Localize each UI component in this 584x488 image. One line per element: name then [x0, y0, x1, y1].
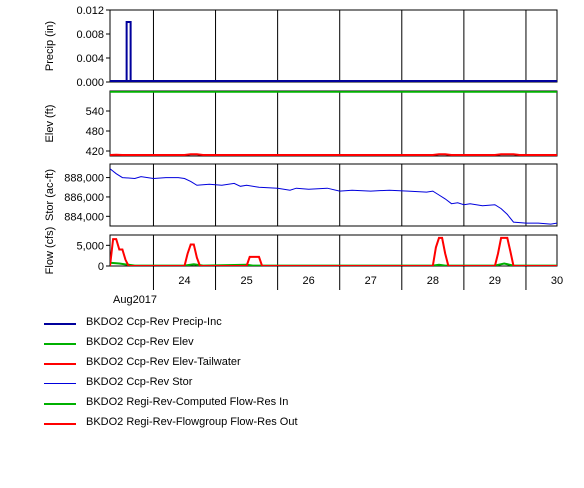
- x-tick-label: 27: [365, 275, 377, 287]
- x-tick-label: 28: [427, 275, 439, 287]
- legend-label: BKDO2 Regi-Rev-Computed Flow-Res In: [86, 396, 289, 408]
- panel-frame: [109, 9, 558, 83]
- y-tick-label: 886,000: [64, 192, 104, 204]
- y-tick-label: 888,000: [64, 173, 104, 185]
- legend-swatch: [44, 383, 76, 384]
- legend-swatch: [44, 363, 76, 365]
- y-tick-label: 0.012: [76, 5, 104, 17]
- legend-label: BKDO2 Ccp-Rev Stor: [86, 376, 193, 388]
- panel-frame: [109, 90, 558, 157]
- series-line-2: [110, 153, 557, 156]
- panel-frame: [109, 234, 558, 267]
- legend-swatch: [44, 323, 76, 325]
- x-tick-label: 25: [240, 275, 252, 287]
- panel-2: 420 480 540 Elev (ft): [44, 90, 558, 158]
- legend-swatch: [44, 403, 76, 405]
- panel-3: 884,000 886,000 888,000 Stor (ac-ft): [44, 163, 558, 227]
- y-tick-label: 480: [86, 126, 104, 138]
- y-tick-label: 540: [86, 106, 104, 118]
- legend-swatch: [44, 423, 76, 425]
- panel-frame: [109, 163, 558, 227]
- x-tick-label: 26: [303, 275, 315, 287]
- y-tick-label: 0.000: [76, 77, 104, 89]
- y-tick-label: 0.004: [76, 53, 104, 65]
- y-axis-label: Flow (cfs): [44, 227, 56, 275]
- series-line-2: [110, 236, 557, 266]
- x-tick-label: 24: [178, 275, 190, 287]
- legend-label: BKDO2 Ccp-Rev Elev-Tailwater: [86, 356, 241, 368]
- y-tick-label: 884,000: [64, 211, 104, 223]
- y-tick-label: 5,000: [76, 240, 104, 252]
- hydrograph-chart: 0.000 0.004 0.008 0.012 Precip (in) 420 480 540…: [44, 5, 563, 306]
- series-line-1: [110, 168, 557, 225]
- x-tick-label: 29: [489, 275, 501, 287]
- precip-bar: [125, 21, 132, 82]
- legend-swatch: [44, 343, 76, 345]
- y-tick-label: 420: [86, 146, 104, 158]
- panel-4: 0 5,000 Flow (cfs): [44, 227, 558, 275]
- y-tick-label: 0.008: [76, 29, 104, 41]
- x-tick-label: 30: [551, 275, 563, 287]
- legend-label: BKDO2 Ccp-Rev Elev: [86, 336, 194, 348]
- y-axis-label: Stor (ac-ft): [44, 169, 56, 221]
- y-axis-label: Elev (ft): [44, 105, 56, 143]
- legend-label: BKDO2 Regi-Rev-Flowgroup Flow-Res Out: [86, 416, 298, 428]
- panel-1: 0.000 0.004 0.008 0.012 Precip (in): [44, 5, 558, 89]
- y-tick-label: 0: [98, 261, 104, 273]
- legend-label: BKDO2 Ccp-Rev Precip-Inc: [86, 316, 222, 328]
- x-axis-month-label: Aug2017: [113, 294, 157, 306]
- y-axis-label: Precip (in): [44, 21, 56, 71]
